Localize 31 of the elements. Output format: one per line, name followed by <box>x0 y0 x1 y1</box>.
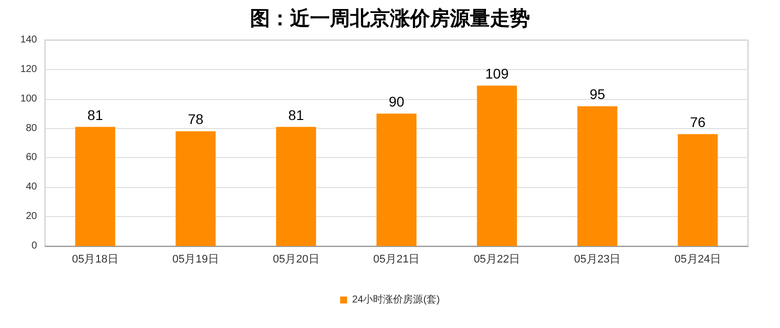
y-tick-label: 20 <box>26 211 38 222</box>
bar <box>276 126 316 246</box>
bar <box>376 114 416 246</box>
data-label: 78 <box>188 111 204 128</box>
y-tick-label: 120 <box>20 64 38 75</box>
y-tick-label: 0 <box>31 240 38 252</box>
bar <box>75 126 116 246</box>
chart-title: 图：近一周北京涨价房源量走势 <box>250 7 530 30</box>
y-tick-label: 100 <box>20 93 38 104</box>
data-label: 76 <box>690 114 706 130</box>
data-label: 109 <box>485 66 509 82</box>
x-tick-label: 05月23日 <box>574 254 621 266</box>
x-tick-label: 05月20日 <box>272 254 320 266</box>
y-tick-label: 140 <box>20 34 38 46</box>
x-tick-label: 05月22日 <box>474 254 520 266</box>
x-tick-label: 05月24日 <box>674 254 722 266</box>
bar <box>476 86 517 246</box>
data-label: 90 <box>388 94 404 110</box>
bar <box>176 131 216 246</box>
x-tick-label: 05月18日 <box>72 254 118 266</box>
legend-label: 24小时涨价房源(套) <box>352 294 440 306</box>
x-tick-label: 05月21日 <box>373 254 420 266</box>
y-tick-label: 60 <box>26 152 38 164</box>
y-tick-label: 80 <box>26 122 38 134</box>
bar <box>577 106 618 246</box>
data-label: 81 <box>87 106 104 123</box>
y-tick-label: 40 <box>26 182 38 193</box>
data-label: 95 <box>590 86 606 102</box>
data-label: 81 <box>288 106 304 123</box>
bar <box>678 134 718 246</box>
x-tick-label: 05月19日 <box>172 254 219 266</box>
